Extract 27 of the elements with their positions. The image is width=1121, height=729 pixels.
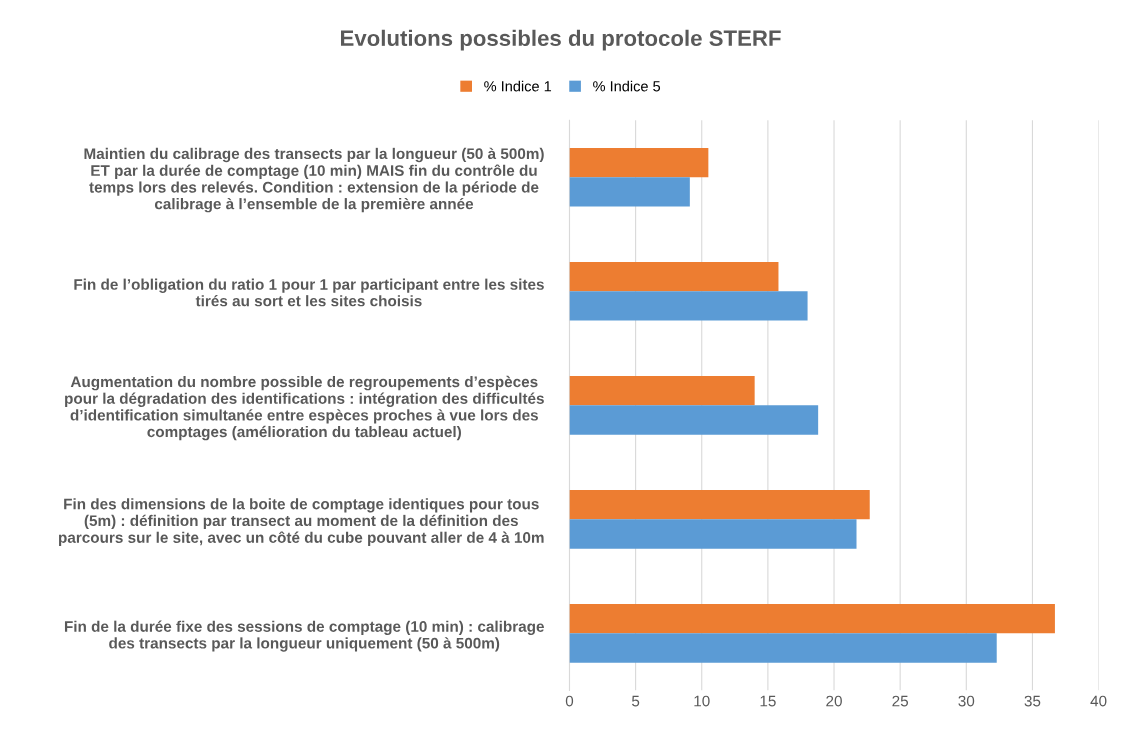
legend-label: % Indice 1 [484, 80, 552, 92]
y-tick-label: Fin des dimensions de la boite de comptage identiques pour tous (5m) : définition par transect au moment de la définition des parcours sur le site, avec un côté du cube pouvant aller de 4 à 10m [59, 498, 544, 546]
bar [569, 376, 755, 406]
bar [569, 147, 709, 178]
chart-title: Evolutions possibles du protocole STERF [340, 29, 781, 51]
bar [569, 490, 870, 520]
x-tick-label: 0 [565, 695, 574, 707]
bar [569, 604, 1055, 634]
y-tick-label: Maintien du calibrage des transects par la longueur (50 à 500m) ET par la durée de comptage (10 min) MAIS fin du contrôle du temps lors des relevés. Condition : extension de la période de calibrage à l’ensemble de la première année [84, 147, 544, 213]
bar [569, 262, 779, 292]
bar [569, 291, 808, 321]
y-tick-label: Fin de la durée fixe des sessions de comptage (10 min) : calibrage des transects par la longueur uniquement (50 à 500m) [64, 620, 544, 652]
x-tick-label: 40 [1090, 695, 1107, 707]
x-tick-label: 5 [631, 695, 640, 707]
x-tick-label: 25 [892, 695, 909, 707]
bar [569, 519, 857, 549]
x-tick-label: 10 [694, 695, 710, 707]
bar [569, 405, 819, 435]
x-tick-label: 30 [958, 695, 975, 707]
bar [569, 177, 690, 207]
y-tick-label: Fin de l’obligation du ratio 1 pour 1 par participant entre les sites tirés au sort et les sites choisis [74, 278, 544, 307]
x-tick-label: 15 [760, 695, 776, 707]
x-tick-label: 35 [1024, 695, 1041, 707]
y-tick-label: Augmentation du nombre possible de regroupements d’espèces pour la dégradation des identifications : intégration des difficultés d’identification simultanée entre espèces proches à vue lors des comptages (amélioration du tableau actuel) [65, 375, 544, 441]
legend-label: % Indice 5 [593, 80, 661, 92]
x-tick-label: 20 [826, 695, 842, 707]
bar [569, 633, 997, 663]
